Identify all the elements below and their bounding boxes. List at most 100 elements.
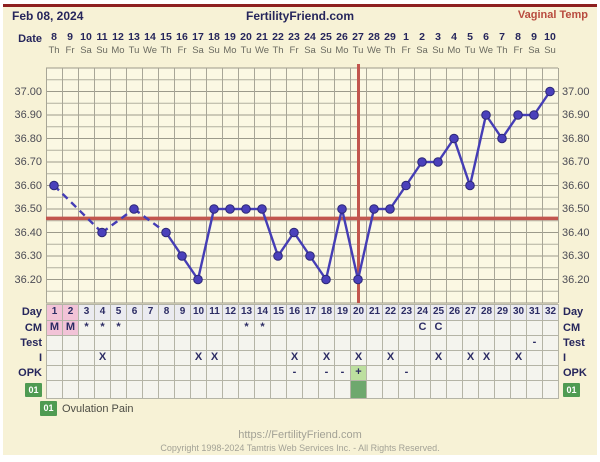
day-cell-day-8[interactable]: 8 [159, 305, 175, 321]
opk-cell-day-25[interactable] [431, 366, 447, 381]
test-cell-day-23[interactable] [399, 336, 415, 351]
cm-cell-day-19[interactable] [335, 321, 351, 336]
test-cell-day-2[interactable] [63, 336, 79, 351]
day-cell-day-32[interactable]: 32 [543, 305, 559, 321]
day-cell-day-24[interactable]: 24 [415, 305, 431, 321]
day-cell-day-1[interactable]: 1 [47, 305, 63, 321]
date-cell-20[interactable]: 27 [352, 31, 364, 43]
intercourse-cell-day-16[interactable]: X [287, 351, 303, 366]
intercourse-cell-day-18[interactable]: X [319, 351, 335, 366]
temp-point-day-30[interactable] [513, 110, 523, 120]
test-cell-day-28[interactable] [479, 336, 495, 351]
events-cell-day-29[interactable] [495, 381, 511, 399]
day-cell-day-6[interactable]: 6 [127, 305, 143, 321]
date-cell-10[interactable]: 17 [192, 31, 204, 43]
day-cell-day-16[interactable]: 16 [287, 305, 303, 321]
opk-cell-day-30[interactable] [511, 366, 527, 381]
cm-cell-day-21[interactable] [367, 321, 383, 336]
test-cell-day-8[interactable] [159, 336, 175, 351]
date-cell-23[interactable]: 1 [403, 31, 409, 43]
date-cell-2[interactable]: 9 [67, 31, 73, 43]
cm-cell-day-1[interactable]: M [47, 321, 63, 336]
day-cell-day-5[interactable]: 5 [111, 305, 127, 321]
temp-point-day-10[interactable] [193, 274, 203, 285]
cm-cell-day-7[interactable] [143, 321, 159, 336]
intercourse-cell-day-4[interactable]: X [95, 351, 111, 366]
events-cell-day-32[interactable] [543, 381, 559, 399]
events-cell-day-19[interactable] [335, 381, 351, 399]
temp-point-day-15[interactable] [273, 251, 283, 261]
test-cell-day-9[interactable] [175, 336, 191, 351]
temp-point-day-31[interactable] [529, 110, 539, 120]
date-cell-22[interactable]: 29 [384, 31, 396, 43]
temp-point-day-26[interactable] [449, 133, 459, 144]
day-cell-day-20[interactable]: 20 [351, 305, 367, 321]
day-cell-day-13[interactable]: 13 [239, 305, 255, 321]
events-cell-day-25[interactable] [431, 381, 447, 399]
events-cell-day-16[interactable] [287, 381, 303, 399]
events-cell-day-27[interactable] [463, 381, 479, 399]
intercourse-cell-day-15[interactable] [271, 351, 287, 366]
day-cell-day-4[interactable]: 4 [95, 305, 111, 321]
day-cell-day-26[interactable]: 26 [447, 305, 463, 321]
temp-point-day-19[interactable] [337, 204, 347, 214]
temp-point-day-28[interactable] [481, 110, 491, 120]
date-cell-12[interactable]: 19 [224, 31, 236, 43]
cm-cell-day-2[interactable]: M [63, 321, 79, 336]
temp-point-day-17[interactable] [305, 251, 315, 261]
cm-cell-day-23[interactable] [399, 321, 415, 336]
intercourse-cell-day-12[interactable] [223, 351, 239, 366]
date-cell-27[interactable]: 5 [467, 31, 473, 43]
opk-cell-day-1[interactable] [47, 366, 63, 381]
events-cell-day-8[interactable] [159, 381, 175, 399]
day-cell-day-21[interactable]: 21 [367, 305, 383, 321]
temp-point-day-23[interactable] [401, 180, 411, 191]
opk-cell-day-29[interactable] [495, 366, 511, 381]
events-cell-day-17[interactable] [303, 381, 319, 399]
temp-point-day-14[interactable] [257, 204, 267, 214]
test-cell-day-5[interactable] [111, 336, 127, 351]
intercourse-cell-day-2[interactable] [63, 351, 79, 366]
opk-cell-day-3[interactable] [79, 366, 95, 381]
day-cell-day-27[interactable]: 27 [463, 305, 479, 321]
temp-point-day-11[interactable] [209, 204, 219, 214]
intercourse-cell-day-9[interactable] [175, 351, 191, 366]
temp-point-day-13[interactable] [241, 204, 251, 214]
intercourse-cell-day-17[interactable] [303, 351, 319, 366]
opk-cell-day-14[interactable] [255, 366, 271, 381]
intercourse-cell-day-28[interactable]: X [479, 351, 495, 366]
intercourse-cell-day-32[interactable] [543, 351, 559, 366]
cm-cell-day-29[interactable] [495, 321, 511, 336]
events-cell-day-7[interactable] [143, 381, 159, 399]
intercourse-cell-day-14[interactable] [255, 351, 271, 366]
events-cell-day-18[interactable] [319, 381, 335, 399]
test-cell-day-17[interactable] [303, 336, 319, 351]
cm-cell-day-20[interactable] [351, 321, 367, 336]
intercourse-cell-day-3[interactable] [79, 351, 95, 366]
events-cell-day-28[interactable] [479, 381, 495, 399]
events-cell-day-1[interactable] [47, 381, 63, 399]
date-cell-11[interactable]: 18 [208, 31, 220, 43]
opk-cell-day-32[interactable] [543, 366, 559, 381]
opk-cell-day-11[interactable] [207, 366, 223, 381]
cm-cell-day-12[interactable] [223, 321, 239, 336]
test-cell-day-20[interactable] [351, 336, 367, 351]
intercourse-cell-day-1[interactable] [47, 351, 63, 366]
date-cell-17[interactable]: 24 [304, 31, 316, 43]
day-cell-day-2[interactable]: 2 [63, 305, 79, 321]
day-cell-day-15[interactable]: 15 [271, 305, 287, 321]
events-cell-day-22[interactable] [383, 381, 399, 399]
opk-cell-day-10[interactable] [191, 366, 207, 381]
opk-cell-day-6[interactable] [127, 366, 143, 381]
events-cell-day-31[interactable] [527, 381, 543, 399]
date-cell-28[interactable]: 6 [483, 31, 489, 43]
day-cell-day-30[interactable]: 30 [511, 305, 527, 321]
test-cell-day-30[interactable] [511, 336, 527, 351]
intercourse-cell-day-19[interactable] [335, 351, 351, 366]
events-cell-day-30[interactable] [511, 381, 527, 399]
events-cell-day-26[interactable] [447, 381, 463, 399]
test-cell-day-21[interactable] [367, 336, 383, 351]
cm-cell-day-13[interactable]: * [239, 321, 255, 336]
test-cell-day-14[interactable] [255, 336, 271, 351]
opk-cell-day-19[interactable]: - [335, 366, 351, 381]
